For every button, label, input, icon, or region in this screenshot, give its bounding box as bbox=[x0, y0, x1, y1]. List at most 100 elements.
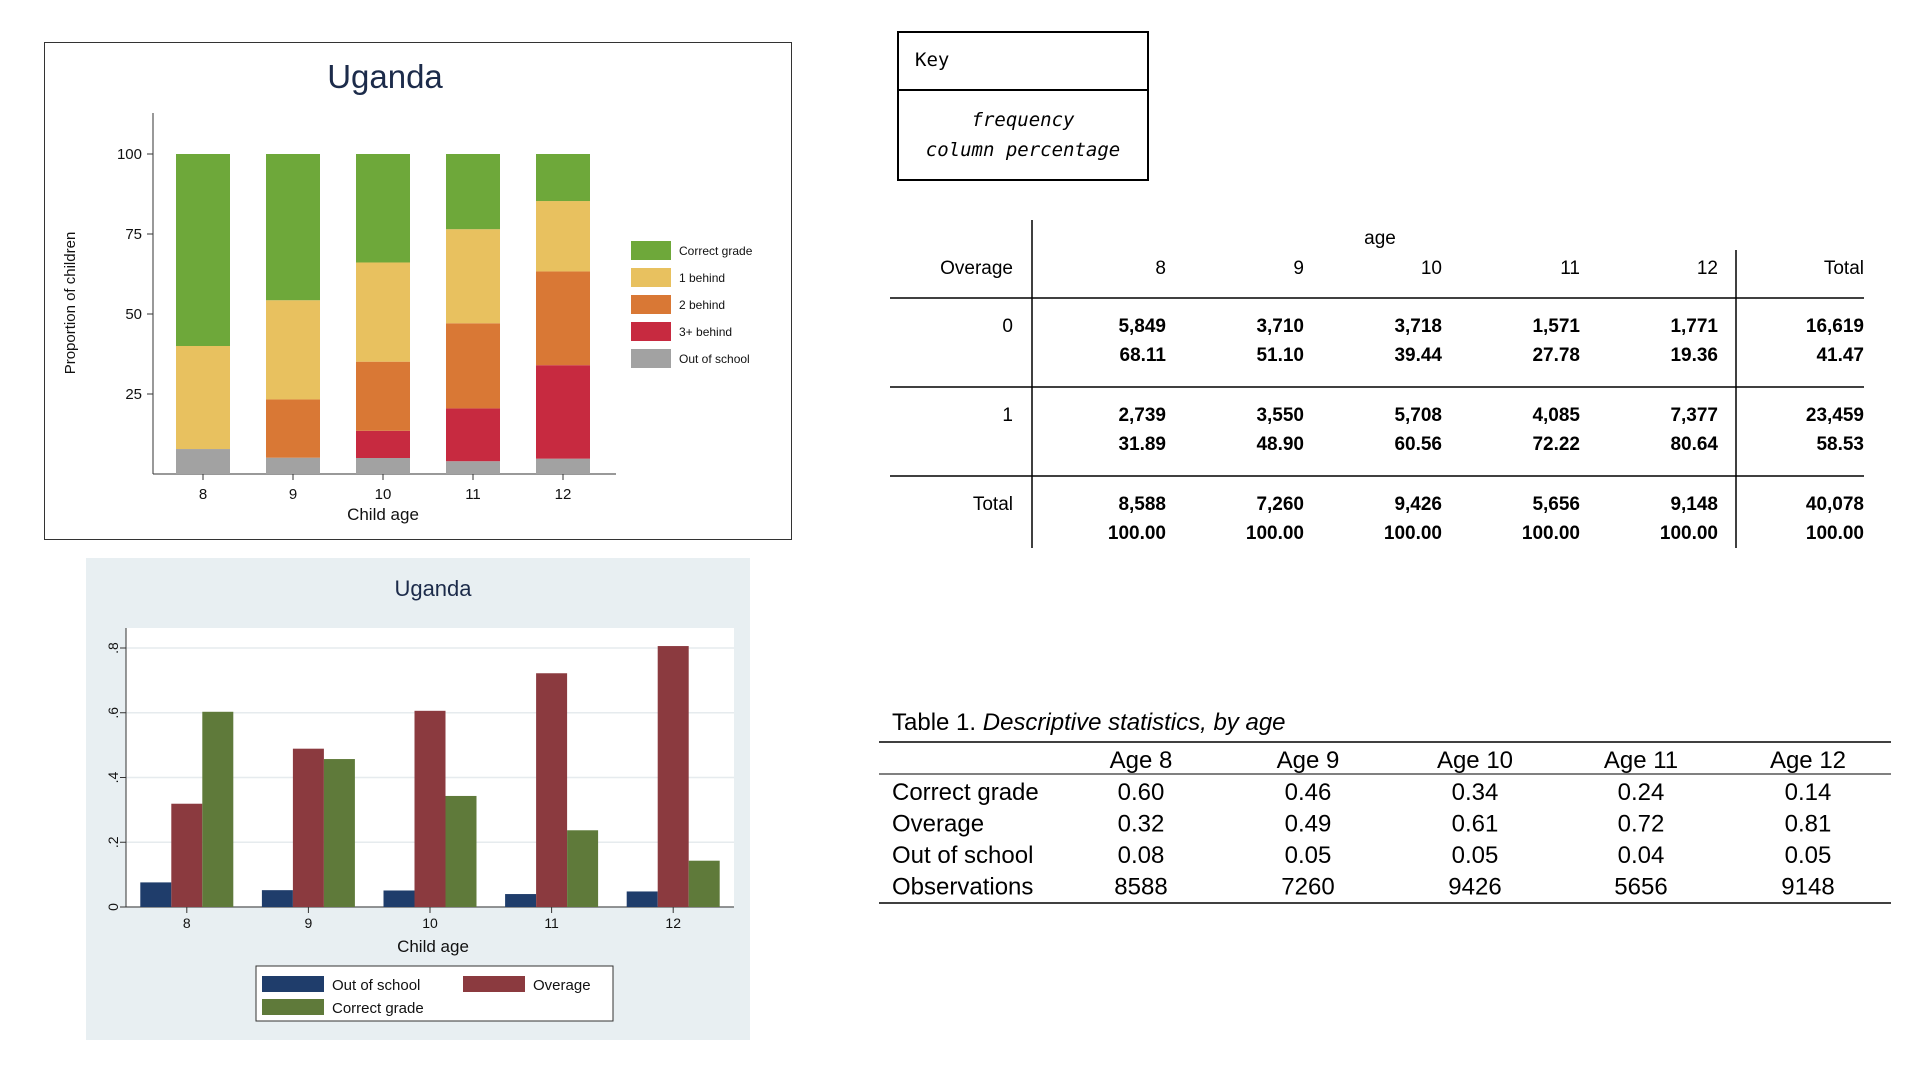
table-cell: 0.24 bbox=[1618, 779, 1665, 806]
bar-segment bbox=[176, 346, 230, 450]
chart-title: Uganda bbox=[394, 576, 472, 601]
bar bbox=[626, 891, 658, 907]
legend-swatch bbox=[631, 349, 671, 368]
table-cell: 9426 bbox=[1448, 874, 1501, 901]
table-cell: 8588 bbox=[1114, 874, 1167, 901]
table-cell: 7260 bbox=[1281, 874, 1334, 901]
column-header: Total bbox=[1824, 258, 1864, 279]
percentage-cell: 39.44 bbox=[1394, 345, 1442, 366]
legend-label: 2 behind bbox=[679, 298, 725, 312]
key-column-percentage: column percentage bbox=[925, 139, 1121, 161]
frequency-cell: 3,550 bbox=[1256, 405, 1304, 426]
y-tick-label: 50 bbox=[125, 306, 142, 323]
legend-label: Overage bbox=[533, 977, 591, 994]
frequency-cell: 2,739 bbox=[1118, 405, 1166, 426]
bar-segment bbox=[176, 154, 230, 346]
percentage-cell: 100.00 bbox=[1384, 523, 1442, 544]
x-axis-label: Child age bbox=[397, 937, 469, 956]
legend-label: Out of school bbox=[679, 352, 750, 366]
key-box: Key frequency column percentage bbox=[897, 31, 1149, 181]
legend-swatch bbox=[463, 976, 525, 992]
legend-swatch bbox=[262, 976, 324, 992]
frequency-cell: 4,085 bbox=[1532, 405, 1580, 426]
y-tick-label: 100 bbox=[117, 146, 142, 163]
frequency-cell: 23,459 bbox=[1806, 405, 1864, 426]
bar bbox=[567, 830, 599, 907]
bar-segment bbox=[356, 458, 410, 474]
column-header: Age 9 bbox=[1277, 747, 1340, 774]
bar-segment bbox=[356, 262, 410, 362]
bar bbox=[323, 759, 355, 907]
row-label: Observations bbox=[892, 874, 1033, 901]
x-tick-label: 9 bbox=[289, 486, 297, 503]
table-cell: 0.61 bbox=[1452, 811, 1499, 838]
frequency-cell: 1,571 bbox=[1532, 316, 1580, 337]
bar bbox=[505, 894, 537, 907]
crosstab-table: age Overage 8 9 10 11 12 Total 0 5,849 3,710 3,718 1… bbox=[890, 220, 1864, 548]
legend-swatch bbox=[262, 999, 324, 1015]
percentage-cell: 100.00 bbox=[1246, 523, 1304, 544]
frequency-cell: 5,849 bbox=[1118, 316, 1166, 337]
row-label: Out of school bbox=[892, 842, 1033, 869]
key-title: Key bbox=[899, 33, 1147, 91]
y-tick-label: .8 bbox=[105, 642, 121, 654]
percentage-cell: 19.36 bbox=[1670, 345, 1718, 366]
x-tick-label: 8 bbox=[183, 915, 191, 931]
bar-segment bbox=[266, 154, 320, 301]
percentage-cell: 27.78 bbox=[1532, 345, 1580, 366]
column-header: Age 10 bbox=[1437, 747, 1513, 774]
stacked-bar-chart: Uganda 100 75 50 25 Proportion of children 8 9 1… bbox=[62, 58, 753, 524]
bar bbox=[261, 890, 293, 907]
bar-segment bbox=[266, 457, 320, 474]
x-tick-label: 11 bbox=[465, 486, 481, 503]
bar bbox=[292, 748, 324, 907]
x-tick-label: 12 bbox=[665, 915, 681, 931]
grouped-bar-chart-panel: Uganda 0 .2 .4 .6 .8 8 9 10 11 12 Child age Out of s… bbox=[86, 558, 750, 1040]
bar bbox=[202, 711, 234, 907]
key-frequency: frequency bbox=[971, 109, 1075, 131]
table-cell: 0.49 bbox=[1285, 811, 1332, 838]
frequency-cell: 9,426 bbox=[1394, 494, 1442, 515]
x-tick-label: 10 bbox=[375, 486, 392, 503]
bar-segment bbox=[536, 201, 590, 272]
percentage-cell: 100.00 bbox=[1660, 523, 1718, 544]
x-tick-label: 9 bbox=[305, 915, 313, 931]
legend-label: 3+ behind bbox=[679, 325, 732, 339]
table-cell: 0.34 bbox=[1452, 779, 1499, 806]
percentage-cell: 100.00 bbox=[1522, 523, 1580, 544]
bar bbox=[414, 710, 446, 907]
legend-label: Correct grade bbox=[332, 1000, 424, 1017]
percentage-cell: 31.89 bbox=[1118, 434, 1166, 455]
column-header: 8 bbox=[1155, 258, 1166, 279]
column-header: Age 12 bbox=[1770, 747, 1846, 774]
descriptive-statistics-table: Table 1. Descriptive statistics, by age A… bbox=[879, 709, 1891, 904]
percentage-cell: 58.53 bbox=[1816, 434, 1864, 455]
bar-segment bbox=[446, 323, 500, 409]
frequency-cell: 9,148 bbox=[1670, 494, 1718, 515]
x-tick-label: 12 bbox=[555, 486, 572, 503]
bar bbox=[536, 673, 568, 907]
percentage-cell: 48.90 bbox=[1256, 434, 1304, 455]
caption-prefix: Table 1. bbox=[892, 709, 983, 736]
row-label: 0 bbox=[1002, 316, 1013, 337]
bar bbox=[171, 803, 203, 907]
table-caption: Table 1. Descriptive statistics, by age bbox=[892, 709, 1286, 736]
row-var-label: Overage bbox=[940, 258, 1013, 279]
legend-label: Correct grade bbox=[679, 244, 753, 258]
table-cell: 0.72 bbox=[1618, 811, 1665, 838]
chart-title: Uganda bbox=[327, 58, 443, 95]
bar-segment bbox=[356, 430, 410, 458]
bar-segment bbox=[356, 361, 410, 431]
percentage-cell: 60.56 bbox=[1394, 434, 1442, 455]
x-tick-label: 11 bbox=[544, 915, 559, 931]
legend-swatch bbox=[631, 241, 671, 260]
table-cell: 0.46 bbox=[1285, 779, 1332, 806]
bar-segment bbox=[266, 399, 320, 458]
caption-title: Descriptive statistics, by age bbox=[983, 709, 1286, 736]
table-cell: 0.81 bbox=[1785, 811, 1832, 838]
percentage-cell: 80.64 bbox=[1670, 434, 1718, 455]
row-label: Correct grade bbox=[892, 779, 1039, 806]
column-header: Age 11 bbox=[1604, 747, 1678, 774]
table-cell: 0.05 bbox=[1785, 842, 1832, 869]
bar-segment bbox=[536, 154, 590, 202]
